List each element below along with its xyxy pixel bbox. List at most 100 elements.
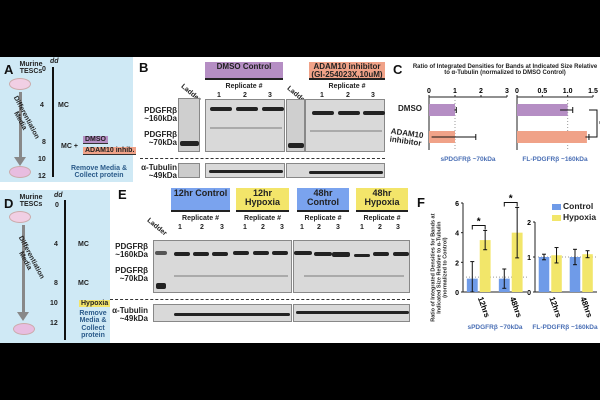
panel-e-letter: E xyxy=(118,187,127,202)
bar-control xyxy=(538,257,550,292)
timeline-axis xyxy=(64,200,66,340)
tick-label: 2 xyxy=(455,260,459,267)
tick-label: 6 xyxy=(455,201,459,208)
chart-f: 0 2 4 6 12hrs * 48hrs * 0 1 2 12hrs 48hrs xyxy=(455,193,597,320)
arrow-down-icon xyxy=(22,225,25,315)
tick-label: 0 xyxy=(427,88,431,95)
arrow-down-icon xyxy=(19,92,22,162)
tick-label: 10 xyxy=(38,156,46,163)
lane-number: 1 xyxy=(243,224,247,231)
category-label: 48hrs xyxy=(578,296,594,320)
bar-hypoxia xyxy=(582,254,593,292)
divider xyxy=(140,158,385,159)
dish-icon xyxy=(9,211,31,223)
lane-number: 2 xyxy=(261,224,265,231)
mc-label: MC xyxy=(78,241,89,248)
tick-label: 3 xyxy=(505,88,509,95)
significance-star: * xyxy=(509,193,513,204)
divider xyxy=(110,299,410,300)
label-tubulin: α-Tubulin ~49kDa xyxy=(141,163,177,181)
tubulin-ladder xyxy=(178,163,200,178)
replicate-label: Replicate # xyxy=(182,215,219,222)
tick-label: 12 xyxy=(50,320,58,327)
panel-b-letter: B xyxy=(139,60,149,75)
ladder-lane xyxy=(178,98,200,152)
lane-number: 2 xyxy=(346,92,350,99)
bar-dmso xyxy=(429,104,455,116)
panel-f-letter: F xyxy=(417,195,425,210)
chart-c-xlabel-1: sPDGFRβ ~70kDa xyxy=(440,156,496,163)
panel-a-letter: A xyxy=(4,62,14,77)
lane-number: 2 xyxy=(317,224,321,231)
lane-number: 3 xyxy=(268,92,272,99)
chart-c-xlabel-2: FL-PDGFRβ ~160kDa xyxy=(522,156,588,163)
dish-icon xyxy=(9,166,31,178)
mc-plus-label: MC + xyxy=(61,143,78,150)
tick-label: 4 xyxy=(54,241,58,248)
label-160kda: PDGFRβ ~160kDa xyxy=(115,242,148,260)
chart-f-xlabel-1: sPDGFRβ ~70kDa xyxy=(467,324,523,331)
lane-number: 3 xyxy=(280,224,284,231)
tick-label: 8 xyxy=(42,139,46,146)
remove-label: Remove Media & Collect protein xyxy=(79,310,107,340)
category-label: 12hrs xyxy=(547,296,563,320)
lane-number: 1 xyxy=(320,92,324,99)
lane-number: 1 xyxy=(178,224,182,231)
lane-number: 2 xyxy=(243,92,247,99)
tick-label: 12 xyxy=(38,173,46,180)
legend-swatch-hypoxia xyxy=(552,215,561,221)
tubulin-blot-12hr xyxy=(153,304,292,322)
legend-control: Control xyxy=(563,201,594,211)
category-dmso: DMSO xyxy=(398,104,422,113)
dish-icon xyxy=(13,323,35,335)
group-header: 48hr Hypoxia xyxy=(356,188,408,212)
arrow-head-icon xyxy=(17,312,29,321)
replicate-label: Replicate # xyxy=(225,83,263,90)
mc-label: MC xyxy=(58,102,69,109)
lane-number: 1 xyxy=(217,92,221,99)
chart-c-title: Ratio of Integrated Densities for Bands … xyxy=(412,64,598,77)
western-blot-dmso xyxy=(205,99,285,152)
group-header-dmso: DMSO Control xyxy=(205,62,283,80)
significance-bracket xyxy=(503,201,518,207)
lane-number: 1 xyxy=(300,224,304,231)
significance-bracket xyxy=(589,109,598,138)
tubulin-blot-dmso xyxy=(205,163,285,178)
group-header: 48hr Control xyxy=(297,188,349,212)
lane-number: 3 xyxy=(220,224,224,231)
tick-label: 1.5 xyxy=(588,88,598,95)
significance-star: * xyxy=(477,216,481,227)
bar-hypoxia xyxy=(551,255,562,292)
western-blot-adam10 xyxy=(305,99,385,152)
tick-label: 0 xyxy=(42,66,46,73)
label-70kda: PDGFRβ ~70kDa xyxy=(115,266,148,284)
tick-label: 2 xyxy=(479,88,483,95)
legend-swatch-control xyxy=(552,204,561,210)
hypoxia-label: Hypoxia xyxy=(79,300,111,308)
adam-label: ADAM10 inhib. xyxy=(83,147,137,156)
significance-bracket xyxy=(471,224,486,230)
panel-c-letter: C xyxy=(393,62,403,77)
arrow-head-icon xyxy=(14,157,26,166)
tick-label: 0 xyxy=(455,290,459,297)
chart-f-xlabel-2: FL-PDGFRβ ~160kDa xyxy=(532,324,598,331)
dish-icon xyxy=(9,78,31,90)
bar-hypoxia xyxy=(479,240,491,292)
replicate-label: Replicate # xyxy=(363,215,401,222)
tick-label: 1 xyxy=(453,88,457,95)
western-blot-48hr xyxy=(293,240,410,293)
tick-label: 1 xyxy=(527,255,531,262)
replicate-label: Replicate # xyxy=(304,215,342,222)
bar-hypoxia xyxy=(511,232,523,292)
lane-number: 3 xyxy=(396,224,400,231)
dmso-label: DMSO xyxy=(83,136,108,145)
group-header: 12hr Hypoxia xyxy=(236,188,289,212)
category-label: 48hrs xyxy=(508,296,524,320)
dd-label: dd xyxy=(50,58,59,65)
legend-hypoxia: Hypoxia xyxy=(563,212,597,222)
tick-label: 8 xyxy=(54,280,58,287)
remove-label: Remove Media & Collect protein xyxy=(70,165,128,180)
lane-number: 3 xyxy=(336,224,340,231)
timeline-axis xyxy=(52,67,54,177)
